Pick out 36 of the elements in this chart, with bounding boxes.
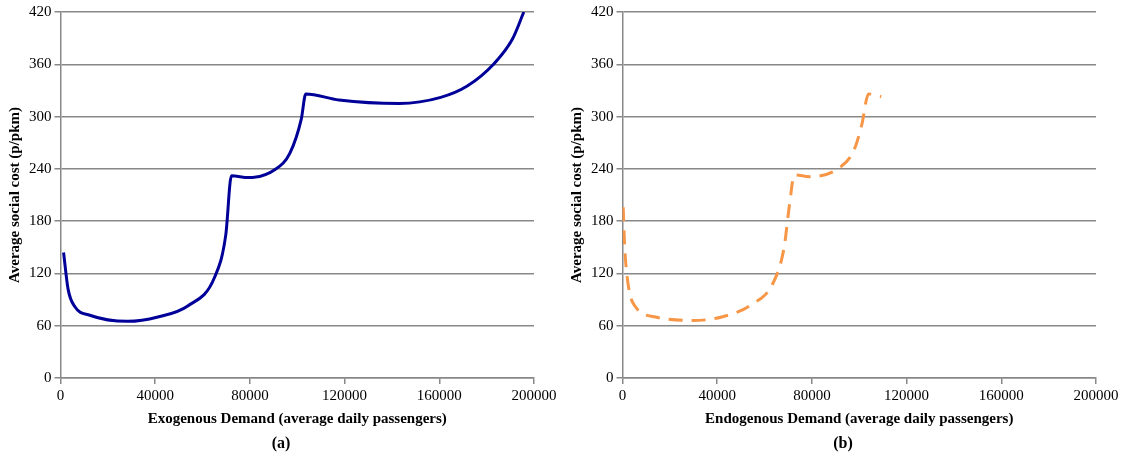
line-series <box>622 92 883 322</box>
y-tick-label: 420 <box>29 2 52 19</box>
x-tick-label: 160000 <box>416 386 462 403</box>
x-tick-label: 200000 <box>511 386 557 403</box>
y-tick-label: 0 <box>44 368 52 385</box>
y-tick-label: 240 <box>591 159 614 176</box>
text: (b) <box>832 434 854 452</box>
y-tick-label: 300 <box>29 107 52 124</box>
x-tick-label: 80000 <box>793 386 831 403</box>
text: (a) <box>270 434 292 452</box>
x-tick-label: 0 <box>618 386 627 403</box>
y-tick-label: 180 <box>29 212 52 229</box>
x-tick-label: 120000 <box>322 386 368 403</box>
y-axis-title: Average social cost (p/pkm) <box>567 107 585 283</box>
y-axis-title: Average social cost (p/pkm) <box>5 107 23 283</box>
y-tick-label: 60 <box>36 316 52 333</box>
y-tick-label: 120 <box>591 264 614 281</box>
x-axis-title: Exogenous Demand (average daily passengers) <box>147 409 447 427</box>
y-tick-label: 180 <box>591 212 614 229</box>
y-tick-label: 60 <box>598 316 614 333</box>
x-axis-title: Endogenous Demand (average daily passengers) <box>705 409 1014 427</box>
x-tick-label: 120000 <box>884 386 930 403</box>
line-series <box>62 12 526 323</box>
x-tick-label: 160000 <box>978 386 1024 403</box>
x-tick-label: 80000 <box>231 386 269 403</box>
y-tick-label: 360 <box>29 55 52 72</box>
y-tick-label: 0 <box>606 368 614 385</box>
y-tick-label: 240 <box>29 159 52 176</box>
x-tick-label: 0 <box>56 386 65 403</box>
y-tick-label: 300 <box>591 107 614 124</box>
y-tick-label: 360 <box>591 55 614 72</box>
x-tick-label: 200000 <box>1073 386 1119 403</box>
y-tick-label: 420 <box>591 2 614 19</box>
y-tick-label: 120 <box>29 264 52 281</box>
x-tick-label: 40000 <box>136 386 174 403</box>
x-tick-label: 40000 <box>698 386 736 403</box>
